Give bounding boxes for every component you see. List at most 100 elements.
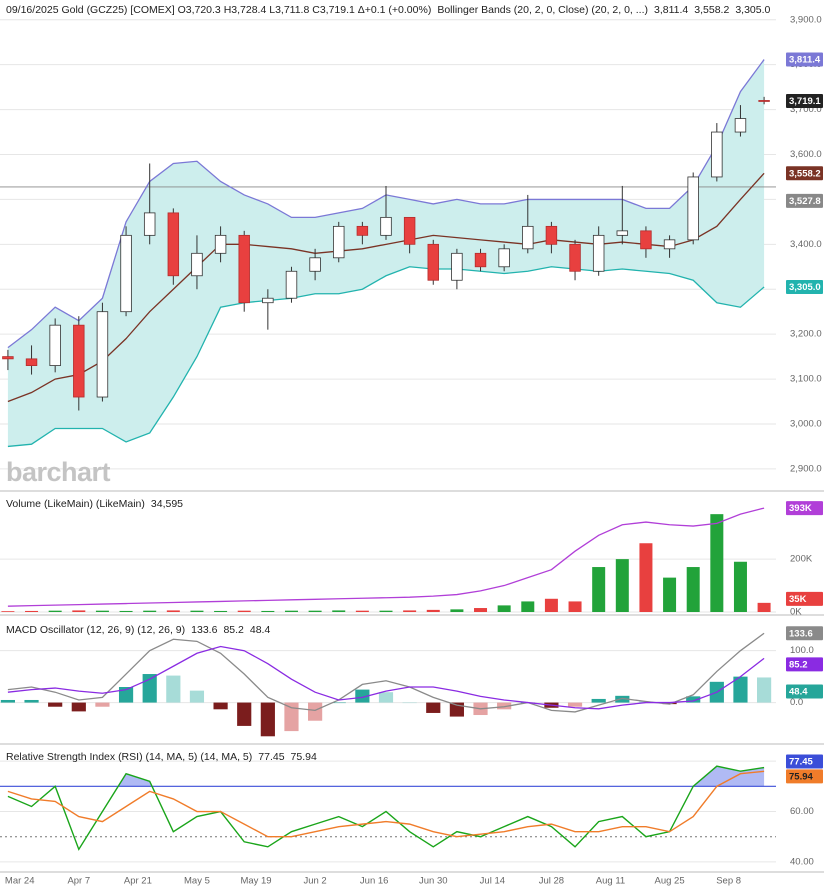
histogram-bar bbox=[48, 702, 63, 707]
legend-text: Bollinger Bands (20, 2, 0, Close) (20, 2… bbox=[437, 4, 648, 16]
histogram-bar bbox=[402, 702, 417, 704]
candle-body bbox=[427, 243, 439, 281]
candle-body bbox=[734, 118, 747, 133]
candle-body bbox=[522, 225, 534, 250]
volume-bar bbox=[308, 610, 322, 612]
y-tick-label: 3,000.0 bbox=[790, 418, 822, 429]
volume-bar bbox=[95, 610, 109, 612]
volume-bar bbox=[757, 602, 771, 612]
x-tick-label: Aug 25 bbox=[655, 876, 685, 887]
y-tick-label: 3,400.0 bbox=[790, 239, 822, 250]
volume-bar bbox=[568, 601, 582, 612]
candle-body bbox=[663, 239, 676, 250]
histogram-bar bbox=[118, 687, 134, 703]
volume-bar bbox=[379, 610, 393, 612]
legend-text: 3,811.4 bbox=[654, 4, 688, 16]
histogram-bar bbox=[426, 702, 441, 713]
volume-bar bbox=[214, 610, 228, 612]
histogram-bar bbox=[237, 702, 252, 726]
candle-body bbox=[285, 270, 298, 299]
volume-bar bbox=[733, 561, 747, 612]
histogram-bar bbox=[567, 702, 583, 707]
badge-label: 3,811.4 bbox=[789, 55, 821, 66]
volume-bar bbox=[119, 610, 133, 612]
volume-ma-line bbox=[7, 507, 765, 607]
volume-bar bbox=[190, 610, 204, 612]
price-badge bbox=[786, 279, 823, 294]
price-badge bbox=[786, 657, 823, 672]
histogram-bar bbox=[0, 699, 15, 703]
histogram-bar bbox=[71, 702, 86, 712]
candle-body bbox=[49, 324, 61, 366]
legend-text: 34,595 bbox=[151, 498, 183, 510]
histogram-bar bbox=[733, 676, 748, 703]
candle-body bbox=[333, 225, 345, 259]
volume-bar bbox=[48, 610, 62, 612]
candle-body bbox=[143, 212, 156, 236]
y-tick-label: 3,700.0 bbox=[790, 104, 822, 115]
volume-bar bbox=[426, 609, 440, 612]
histogram-bar bbox=[757, 677, 772, 703]
price-badge bbox=[786, 769, 823, 784]
x-tick-label: Jul 14 bbox=[480, 876, 505, 887]
rsi-line bbox=[7, 770, 765, 838]
badge-label: 85.2 bbox=[789, 659, 808, 670]
volume-bar bbox=[450, 609, 464, 612]
y-tick-label: 3,200.0 bbox=[790, 329, 822, 340]
candle-body bbox=[758, 100, 770, 102]
histogram-bar bbox=[662, 702, 677, 705]
histogram-bar bbox=[95, 702, 110, 707]
candle-body bbox=[592, 234, 605, 272]
candle-body bbox=[616, 230, 629, 236]
histogram-bar bbox=[142, 674, 157, 703]
histogram-bar bbox=[24, 699, 39, 703]
candle-body bbox=[687, 176, 699, 241]
y-tick-label: 100.0 bbox=[790, 645, 814, 656]
legend-text: 3,305.0 bbox=[735, 4, 770, 16]
candle-body bbox=[498, 248, 510, 268]
histogram-bar bbox=[615, 695, 630, 703]
candle-body bbox=[309, 257, 321, 272]
candle-body bbox=[167, 212, 180, 277]
price-badge bbox=[786, 501, 823, 516]
candle-body bbox=[191, 252, 203, 277]
price-badge bbox=[786, 52, 823, 67]
y-tick-label: 60.00 bbox=[790, 806, 814, 817]
legend-text: Volume (LikeMain) (LikeMain) bbox=[6, 498, 145, 510]
price-badge bbox=[786, 166, 823, 181]
candle-body bbox=[403, 216, 416, 245]
band-line bbox=[7, 172, 765, 403]
histogram-bar bbox=[686, 696, 701, 703]
y-tick-label: 3,100.0 bbox=[790, 374, 822, 385]
volume-bar bbox=[237, 610, 251, 612]
candle-body bbox=[120, 234, 132, 313]
x-tick-label: Jun 2 bbox=[303, 876, 326, 887]
panel bbox=[0, 760, 776, 863]
volume-bar bbox=[615, 559, 629, 612]
candle-body bbox=[73, 324, 85, 398]
x-tick-label: May 5 bbox=[184, 876, 210, 887]
overbought-fill bbox=[118, 766, 765, 787]
candle-body bbox=[380, 216, 392, 236]
volume-bar bbox=[403, 610, 417, 612]
badge-label: 75.94 bbox=[789, 771, 813, 782]
candle-body bbox=[451, 252, 463, 281]
price-badge bbox=[786, 754, 823, 769]
y-tick-label: 3,600.0 bbox=[790, 149, 822, 160]
histogram-bar bbox=[189, 690, 205, 703]
badge-label: 3,558.2 bbox=[789, 168, 821, 179]
y-tick-label: 40.00 bbox=[790, 856, 814, 867]
candle-body bbox=[474, 252, 487, 268]
price-badge bbox=[786, 193, 823, 208]
candle-body bbox=[96, 311, 109, 398]
candle-body bbox=[2, 356, 14, 360]
x-tick-label: Mar 24 bbox=[5, 876, 35, 887]
volume-bar bbox=[261, 610, 275, 612]
legend-text: MACD Oscillator (12, 26, 9) (12, 26, 9) bbox=[6, 624, 185, 636]
badge-label: 133.6 bbox=[789, 628, 813, 639]
volume-bar bbox=[332, 610, 346, 612]
volume-bar bbox=[663, 577, 677, 612]
x-tick-label: Aug 11 bbox=[596, 876, 625, 887]
